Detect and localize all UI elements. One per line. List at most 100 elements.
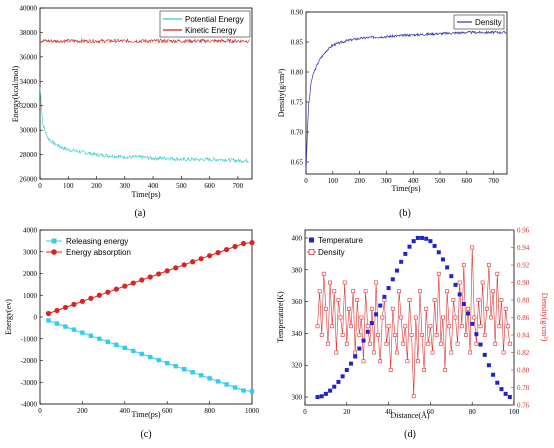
data-point-releasing-energy [173,363,178,369]
data-point-temperature [478,342,483,347]
panel-a-x-axis-label: Time(ps) [131,190,160,199]
data-point-temperature [440,257,445,262]
y-tick-label: 0.65 [291,159,304,167]
data-point-density-d [409,333,414,337]
data-point-releasing-energy [88,333,94,338]
data-point-density-d [505,324,510,329]
data-point-releasing-energy [131,348,136,354]
data-point-releasing-energy [207,376,212,381]
data-point-density-d [487,263,491,267]
panel-b-caption: (b) [399,208,411,219]
x-tick-label: 100 [509,408,520,416]
data-point-density-d [489,315,493,320]
data-point-density-d [493,341,498,346]
data-point-releasing-energy [80,330,85,335]
panel-c-plot-frame [39,229,253,405]
x-tick-label: 200 [354,177,365,185]
y-tick-label: 32000 [20,102,38,110]
data-point-density-d [430,350,435,355]
data-point-temperature [432,243,437,248]
data-point-density-d [434,333,439,337]
data-point-temperature [428,239,433,244]
data-point-density-d [482,333,487,337]
x-tick-label: 400 [408,177,419,185]
data-point-density-d [334,350,339,355]
data-point-temperature [415,235,420,240]
x-tick-label: 500 [435,177,446,185]
panel-a-y-axis-label: Energy(kcal/mol) [11,66,20,123]
data-point-density-d [315,324,320,329]
data-point-energy-absorption [122,283,128,289]
x-tick-label: 700 [488,177,499,185]
data-point-density-d [321,271,326,276]
data-point-temperature [453,282,458,287]
data-point-density-d [491,289,496,294]
x-tick-label: 1000 [245,407,260,415]
y-tick-label: -1000 [21,335,38,343]
data-point-releasing-energy [224,382,229,387]
data-point-temperature [482,352,487,357]
data-point-density-d [319,333,324,337]
y-tick-label: 0.70 [291,129,304,137]
x-tick-label: 800 [204,407,215,415]
right-y-tick-label: 0.92 [517,262,530,270]
data-point-density-d [317,289,322,294]
y-tick-label: 400 [292,234,303,242]
y-tick-label: 38000 [20,29,38,37]
x-tick-label: 600 [462,177,473,185]
y-tick-label: 36000 [20,53,38,61]
x-tick-label: 300 [381,177,392,185]
data-point-releasing-energy [46,318,51,323]
data-point-releasing-energy [54,321,60,326]
data-point-temperature [470,321,475,326]
x-tick-label: 0 [38,182,42,190]
panel-b-legend-box [453,14,505,30]
x-tick-label: 20 [343,408,351,416]
data-point-temperature [390,277,395,282]
data-point-releasing-energy [63,324,68,329]
legend-label-temperature: Temperature [318,236,363,245]
y-tick-label: 3000 [23,248,38,256]
data-point-density-d [499,298,504,302]
y-tick-label: 28000 [20,151,38,159]
x-tick-label: 0 [304,177,308,185]
y-tick-label: 320 [292,362,303,370]
legend-marker-releasing-energy [51,238,57,244]
legend-label-density-d: Density [318,248,345,257]
y-tick-label: 0.85 [291,39,304,47]
y-tick-label: 26000 [20,176,38,184]
panel-c-caption: (c) [140,429,151,440]
panel-d-x-axis-label: Distance(Å) [390,411,429,420]
data-point-density-d [374,280,378,285]
right-y-tick-label: 0.82 [517,349,530,357]
legend-marker-temperature [309,237,314,243]
data-point-temperature [386,286,391,291]
data-point-energy-absorption [88,295,94,301]
data-point-energy-absorption [79,298,85,304]
data-point-releasing-energy [114,342,119,348]
data-point-releasing-energy [139,351,144,357]
right-y-tick-label: 0.84 [517,332,530,340]
x-tick-label: 40 [385,408,393,416]
data-point-temperature [424,236,429,241]
data-point-temperature [348,361,353,366]
data-point-density-d [484,306,489,311]
data-point-temperature [382,294,387,299]
panel-b-y-axis-label: Density(g/cm³) [277,68,286,117]
data-point-releasing-energy [97,336,102,341]
panel-d-caption: (d) [404,429,416,440]
data-point-temperature [491,372,496,377]
y-tick-label: 0.80 [291,69,304,77]
panel-d-left-y-axis-label: Temperature(K) [276,291,285,343]
data-point-density-d [399,315,404,320]
data-point-energy-absorption [139,277,145,283]
right-y-tick-label: 0.80 [517,367,530,375]
legend-marker-energy-absorption [51,249,57,255]
data-point-temperature [394,268,399,273]
data-point-density-d [369,306,374,311]
data-point-energy-absorption [105,289,111,295]
data-point-temperature [340,374,345,379]
x-tick-label: 400 [120,407,131,415]
data-point-energy-absorption [181,262,187,268]
